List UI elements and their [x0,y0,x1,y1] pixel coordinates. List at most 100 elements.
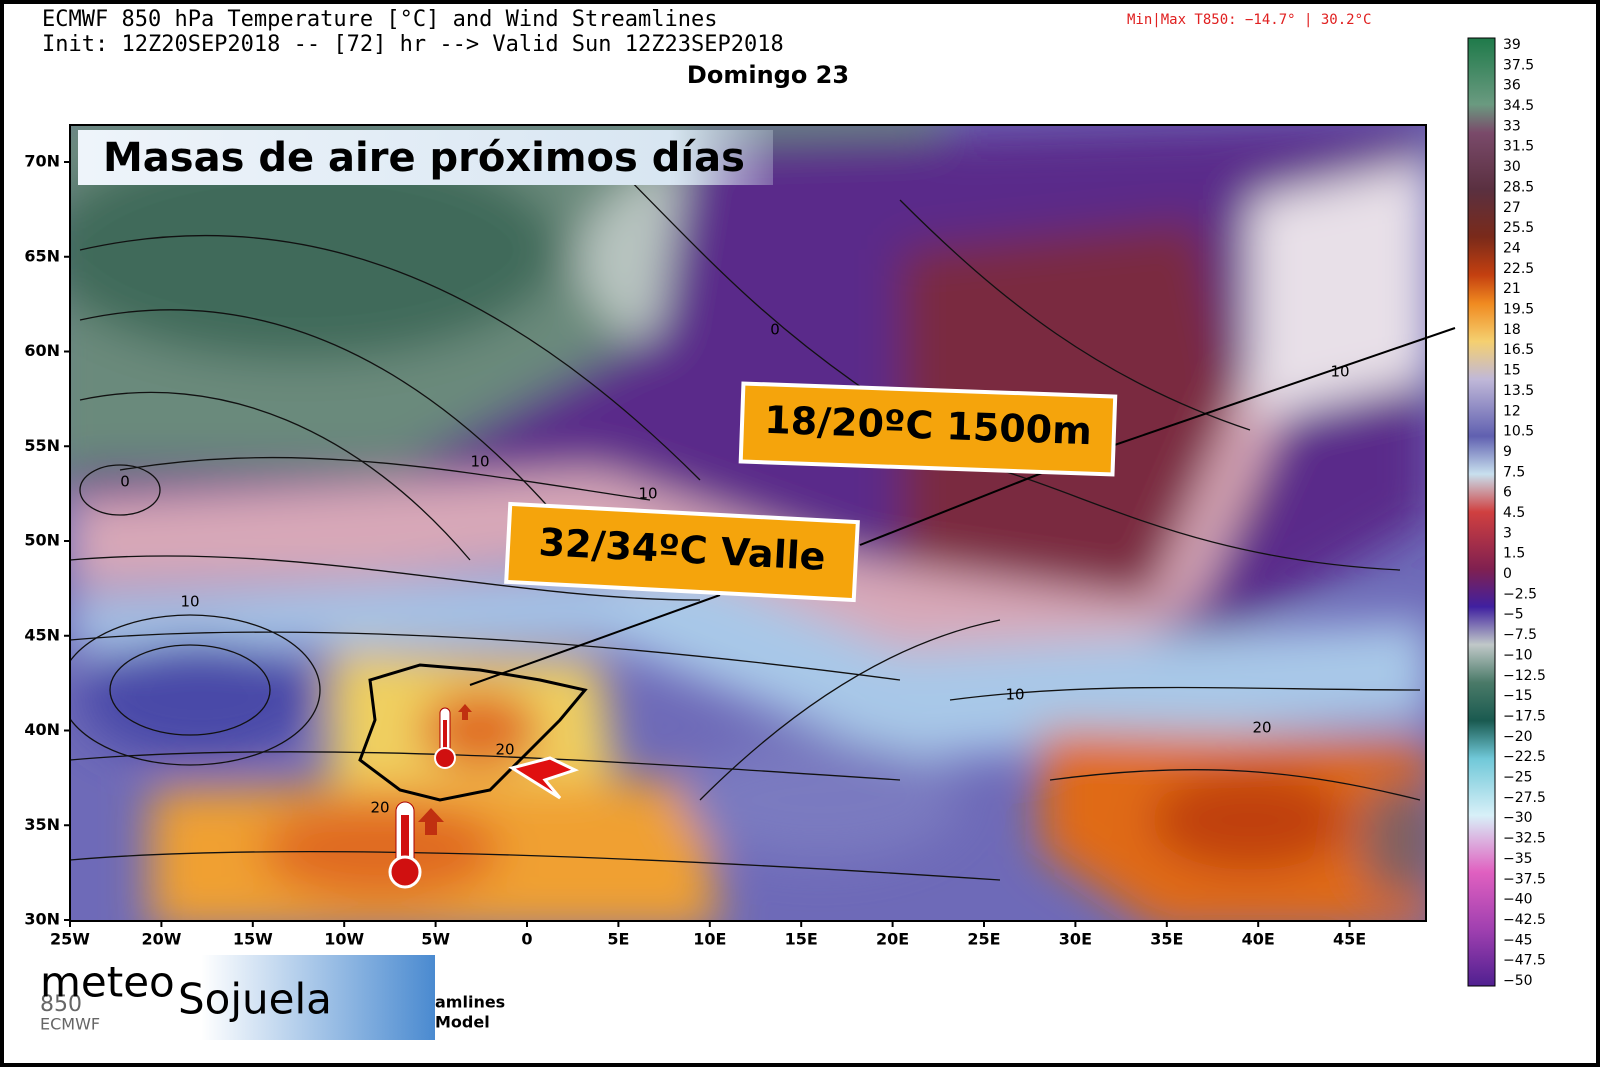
colorbar-label: 7.5 [1503,464,1525,480]
lat-label: 60N [24,341,60,360]
colorbar-label: −20 [1503,729,1533,745]
lon-label: 10W [324,930,364,949]
red-arrow [508,756,579,800]
contour-label: 0 [770,321,780,339]
colorbar-label: 24 [1503,240,1521,256]
contour-label: 10 [1330,363,1349,381]
contour-label: 20 [1252,719,1271,737]
lon-label: 5W [421,930,450,949]
colorbar-label: 16.5 [1503,342,1534,358]
colorbar-label: −30 [1503,810,1533,826]
streamlines [70,149,1421,881]
overlay-title-box [78,130,773,185]
colorbar-label: −45 [1503,932,1533,948]
colorbar-label: −25 [1503,770,1533,786]
lon-label: 20W [141,930,181,949]
colorbar-label: 27 [1503,200,1521,216]
header-line2: Init: 12Z20SEP2018 -- [72] hr --> Valid … [42,32,784,57]
colorbar-label: 25.5 [1503,220,1534,236]
lon-label: 35E [1150,930,1183,949]
colorbar-label: 37.5 [1503,57,1534,73]
colorbar-label: 31.5 [1503,139,1534,155]
colorbar-label: 34.5 [1503,98,1534,114]
pointer-line [1099,327,1456,451]
colorbar-label: −27.5 [1503,790,1546,806]
contour-label: 20 [495,741,514,759]
lat-label: 35N [24,815,60,834]
lon-label: 15E [785,930,818,949]
lat-label: 30N [24,910,60,929]
lon-label: 5E [607,930,629,949]
lat-label: 70N [24,152,60,171]
colorbar-label: −12.5 [1503,668,1546,684]
lon-label: 45E [1333,930,1366,949]
colorbar-label: −10 [1503,647,1533,663]
lon-label: 25W [50,930,90,949]
colorbar-label: −7.5 [1503,627,1537,643]
contour-label: 10 [1005,686,1024,704]
colorbar-label: 28.5 [1503,179,1534,195]
lon-label: 30E [1059,930,1092,949]
colorbar-label: 13.5 [1503,383,1534,399]
contour-label: 20 [370,799,389,817]
colorbar-label: 6 [1503,485,1512,501]
thermometer-icon [388,801,444,889]
thermometer-icon [434,704,472,769]
lat-label: 50N [24,531,60,550]
colorbar-label: −35 [1503,851,1533,867]
callout-box: 18/20ºC 1500m [738,381,1118,477]
overlay-title: Masas de aire próximos días [103,135,745,181]
footer-fragment: ECMWF [40,1015,100,1034]
lon-label: 10E [693,930,726,949]
lon-label: 25E [967,930,1000,949]
footer-fragment: amlines [435,993,505,1012]
lon-label: 0 [521,930,532,949]
iberia-outline [358,663,588,802]
logo-text: meteo [40,958,175,1007]
header-line1: ECMWF 850 hPa Temperature [°C] and Wind … [42,7,718,32]
contour-label: 10 [180,593,199,611]
lat-label: 65N [24,246,60,265]
colorbar-label: −37.5 [1503,871,1546,887]
lon-label: 15W [233,930,273,949]
colorbar-label: 18 [1503,322,1521,338]
colorbar-label: −47.5 [1503,953,1546,969]
colorbar-label: 15 [1503,363,1521,379]
lat-label: 55N [24,436,60,455]
colorbar-label: −40 [1503,892,1533,908]
colorbar-label: −32.5 [1503,831,1546,847]
colorbar-label: 36 [1503,78,1521,94]
header-day: Domingo 23 [687,61,849,89]
pointer-line [469,594,721,686]
colorbar-label: 3 [1503,525,1512,541]
colorbar-label: 12 [1503,403,1521,419]
colorbar-label: −5 [1503,607,1524,623]
colorbar-label: −17.5 [1503,708,1546,724]
footer-fragment: 850 [40,992,82,1017]
colorbar-label: −50 [1503,973,1533,989]
colorbar-label: 39 [1503,37,1521,53]
lon-label: 40E [1242,930,1275,949]
colorbar-label: 30 [1503,159,1521,175]
logo-text: Sojuela [178,975,332,1024]
colorbar-label: 9 [1503,444,1512,460]
footer-fragment: Model [435,1013,490,1032]
logo-box [10,955,435,1040]
colorbar-label: −2.5 [1503,586,1537,602]
colorbar-label: 19.5 [1503,302,1534,318]
map-frame [69,124,1427,922]
colorbar-label: 21 [1503,281,1521,297]
callout-box: 32/34ºC Valle [504,501,860,603]
colorbar-label: −22.5 [1503,749,1546,765]
contour-label: 10 [470,453,489,471]
colorbar-label: 4.5 [1503,505,1525,521]
lat-label: 40N [24,720,60,739]
minmax: Min|Max T850: −14.7° | 30.2°C [1127,12,1371,28]
contour-label: 0 [120,473,130,491]
lon-label: 20E [876,930,909,949]
colorbar-label: −42.5 [1503,912,1546,928]
colorbar-label: 33 [1503,118,1521,134]
